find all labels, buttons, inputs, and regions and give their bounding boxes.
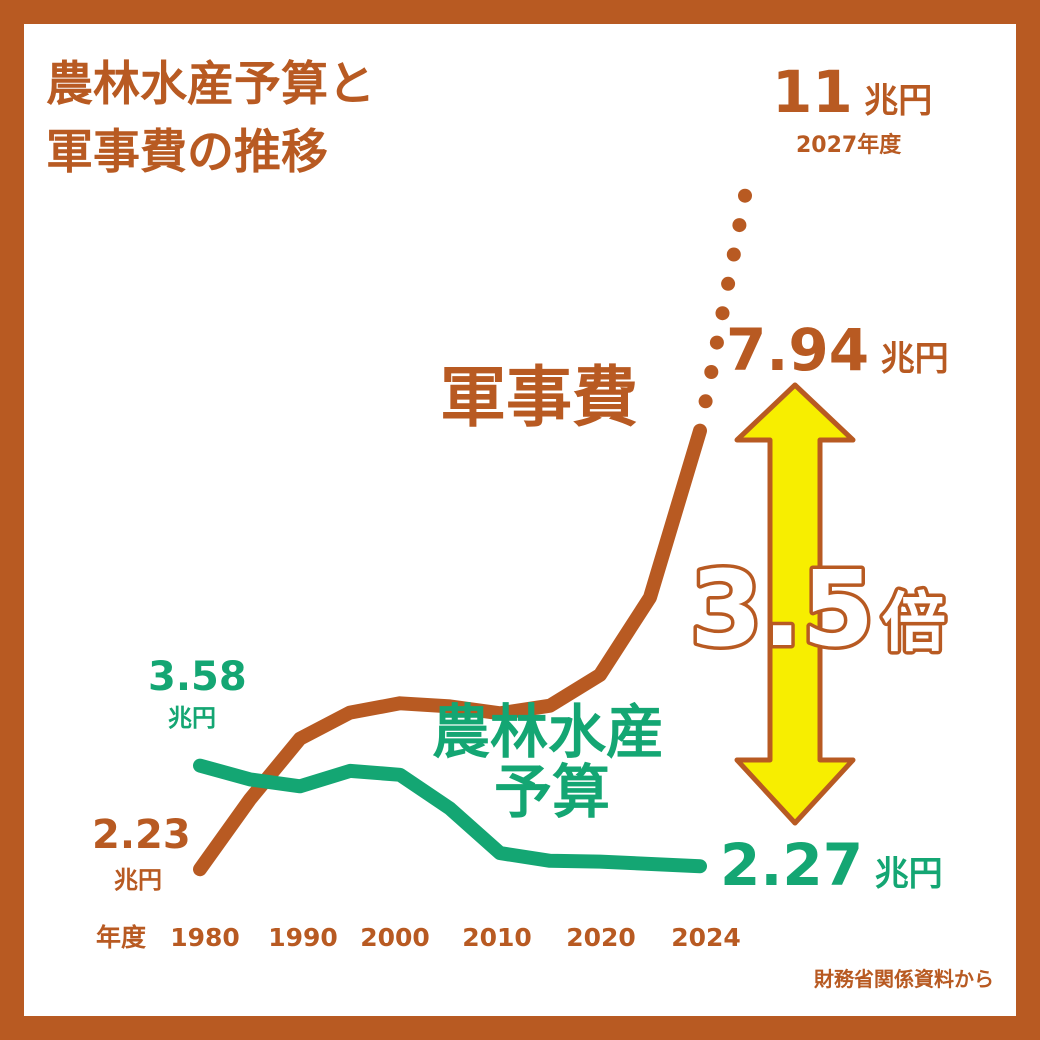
military-start-unit: 兆円 bbox=[114, 866, 162, 894]
projection-dot bbox=[721, 276, 736, 291]
projection-dot bbox=[726, 247, 741, 262]
military-projection-value: 11 bbox=[772, 58, 853, 126]
projection-dot bbox=[709, 335, 724, 350]
projection-dot bbox=[738, 188, 752, 203]
agriculture-series-name: 農林水産 予算 bbox=[432, 698, 670, 826]
projection-dot bbox=[732, 218, 747, 233]
military-end-value: 7.94 bbox=[726, 316, 869, 384]
x-axis-unit: 年度 bbox=[96, 923, 146, 952]
agriculture-start-label: 3.58 兆円 bbox=[148, 654, 252, 732]
title-line-2: 軍事費の推移 bbox=[46, 125, 328, 180]
x-tick-label: 2024 bbox=[671, 923, 741, 952]
military-series-name: 軍事費 bbox=[440, 359, 638, 436]
x-tick-label: 2010 bbox=[462, 923, 532, 952]
agriculture-end-unit: 兆円 bbox=[875, 854, 943, 894]
military-start-label: 2.23 兆円 bbox=[92, 812, 196, 894]
projection-dot bbox=[704, 365, 719, 379]
agriculture-name-line-2: 予算 bbox=[494, 758, 610, 826]
agriculture-start-value: 3.58 bbox=[148, 654, 247, 700]
agriculture-start-unit: 兆円 bbox=[168, 704, 216, 732]
agriculture-end-label: 2.27 兆円 bbox=[720, 831, 943, 899]
source-note: 財務省関係資料から bbox=[814, 967, 994, 991]
projection-dot bbox=[715, 306, 730, 321]
projection-dot bbox=[698, 394, 713, 409]
title-line-1: 農林水産予算と bbox=[46, 57, 375, 112]
military-end-unit: 兆円 bbox=[881, 339, 949, 379]
x-tick-label: 1990 bbox=[268, 923, 338, 952]
military-projection-label: 11 兆円 bbox=[772, 58, 932, 126]
x-tick-label: 2020 bbox=[566, 923, 636, 952]
ratio-label: 3.5 倍 bbox=[690, 548, 946, 670]
agriculture-series-line bbox=[193, 758, 707, 874]
ratio-suffix: 倍 bbox=[882, 587, 946, 661]
double-arrow bbox=[734, 382, 856, 826]
x-tick-label: 1980 bbox=[170, 923, 240, 952]
military-projection-unit: 兆円 bbox=[864, 81, 932, 121]
ratio-number: 3.5 bbox=[690, 548, 874, 670]
x-axis: 1980 1990 2000 2010 2020 2024 bbox=[170, 923, 741, 952]
military-start-value: 2.23 bbox=[92, 812, 191, 858]
military-end-label: 7.94 兆円 bbox=[726, 316, 949, 384]
agriculture-name-line-1: 農林水産 bbox=[432, 698, 664, 766]
x-tick-label: 2000 bbox=[360, 923, 430, 952]
military-projection-dots bbox=[698, 188, 752, 409]
military-series-line bbox=[193, 423, 707, 877]
military-projection-year: 2027年度 bbox=[796, 132, 902, 158]
agriculture-end-value: 2.27 bbox=[720, 831, 863, 899]
